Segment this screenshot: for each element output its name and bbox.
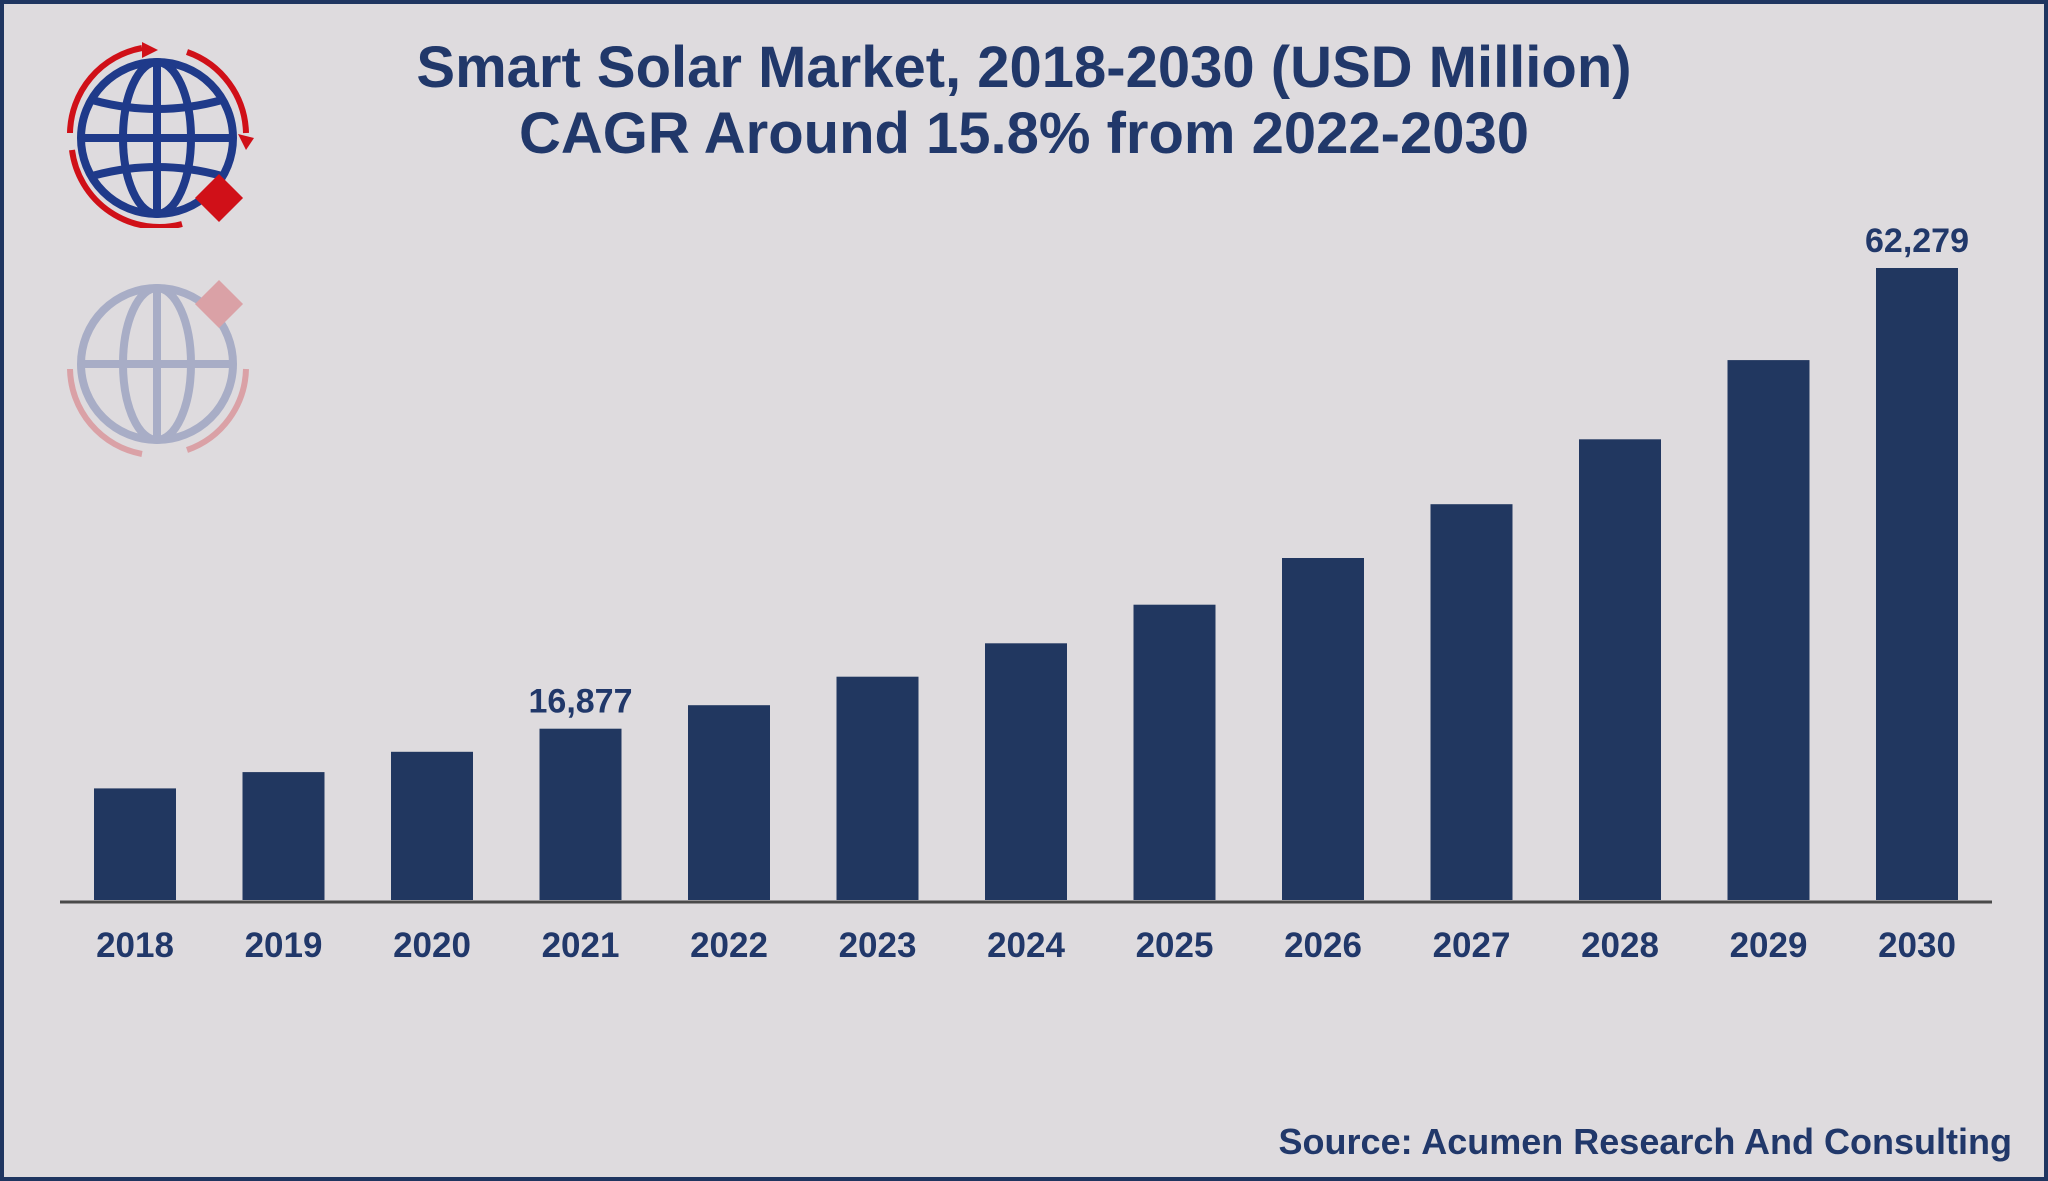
data-label-2021: 16,877 xyxy=(529,683,633,721)
x-tick-label-2020: 2020 xyxy=(393,926,471,965)
x-tick-label-2027: 2027 xyxy=(1433,926,1511,965)
x-tick-label-2018: 2018 xyxy=(96,926,174,965)
globe-logo-icon xyxy=(67,42,254,228)
bar-2025 xyxy=(1133,604,1216,900)
bar-2021 xyxy=(539,728,622,900)
x-tick-label-2028: 2028 xyxy=(1581,926,1659,965)
x-tick-label-2029: 2029 xyxy=(1730,926,1808,965)
x-tick-label-2019: 2019 xyxy=(245,926,323,965)
bar-chart: 2018 2019 2020 2021 16,877 2022 2023 2024 2025 20… xyxy=(60,222,1992,965)
bar-2029 xyxy=(1727,360,1810,901)
data-label-2030: 62,279 xyxy=(1865,222,1969,260)
chart-subtitle: CAGR Around 15.8% from 2022-2030 xyxy=(519,101,1529,166)
x-tick-label-2022: 2022 xyxy=(690,926,768,965)
x-tick-label-2023: 2023 xyxy=(839,926,917,965)
bar-2018 xyxy=(94,788,176,900)
x-tick-label-2025: 2025 xyxy=(1136,926,1214,965)
bar-2019 xyxy=(242,772,325,900)
bar-2023 xyxy=(836,676,919,900)
x-tick-label-2026: 2026 xyxy=(1284,926,1362,965)
bar-2030 xyxy=(1876,268,1958,900)
bar-2020 xyxy=(391,751,473,900)
bar-2024 xyxy=(985,643,1067,900)
globe-logo-reflection-icon xyxy=(67,279,249,457)
bar-2028 xyxy=(1579,439,1661,900)
bar-2027 xyxy=(1430,504,1513,900)
chart-title: Smart Solar Market, 2018-2030 (USD Milli… xyxy=(416,35,1632,100)
x-tick-label-2021: 2021 xyxy=(542,926,620,965)
bar-2026 xyxy=(1282,558,1364,900)
x-tick-label-2024: 2024 xyxy=(987,926,1065,965)
x-tick-label-2030: 2030 xyxy=(1878,926,1956,965)
source-note: Source: Acumen Research And Consulting xyxy=(1278,1121,2012,1162)
bar-2022 xyxy=(688,705,770,900)
